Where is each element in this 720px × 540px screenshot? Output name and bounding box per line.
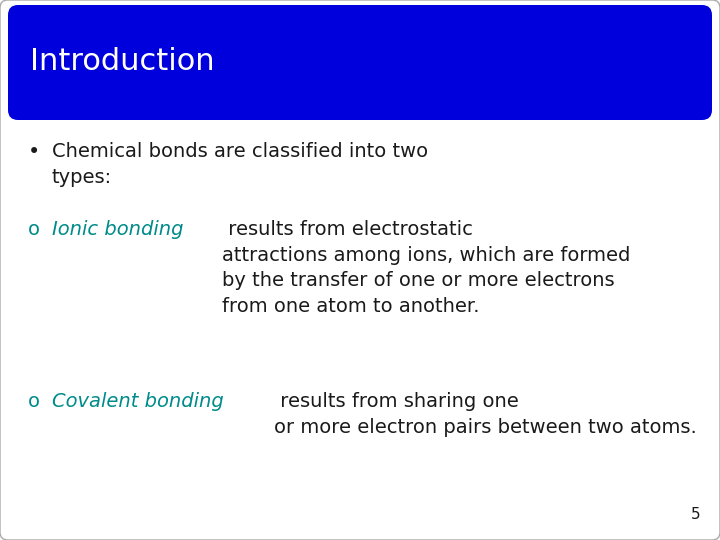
Text: Chemical bonds are classified into two
types:: Chemical bonds are classified into two t… (52, 142, 428, 187)
Text: results from sharing one
or more electron pairs between two atoms.: results from sharing one or more electro… (274, 392, 696, 437)
FancyBboxPatch shape (8, 5, 712, 120)
Text: Covalent bonding: Covalent bonding (52, 392, 224, 411)
Text: Ionic bonding: Ionic bonding (52, 220, 184, 239)
Text: o: o (28, 220, 40, 239)
Text: Introduction: Introduction (30, 48, 215, 77)
Text: 5: 5 (690, 507, 700, 522)
Text: results from electrostatic
attractions among ions, which are formed
by the trans: results from electrostatic attractions a… (222, 220, 630, 316)
Text: •: • (28, 142, 40, 162)
Text: o: o (28, 392, 40, 411)
